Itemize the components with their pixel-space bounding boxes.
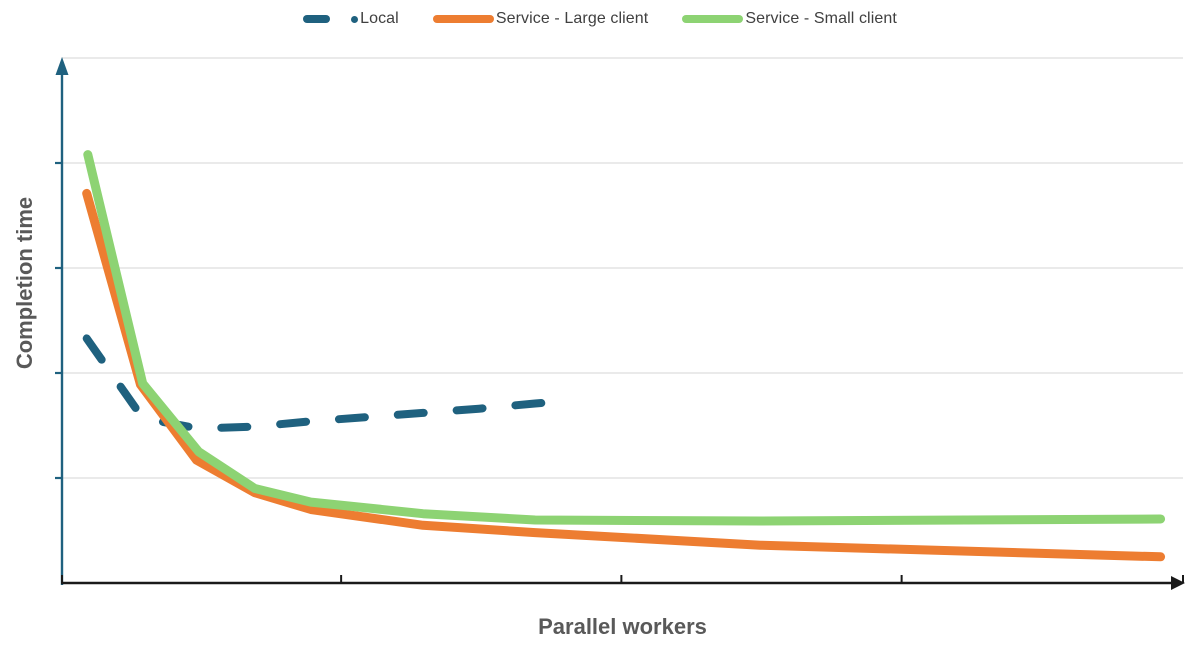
series-line-service-large-client bbox=[82, 188, 1166, 562]
legend-label-service-small-client: Service - Small client bbox=[745, 10, 897, 27]
local-dot-marker-icon bbox=[351, 15, 359, 23]
x-axis-arrow-icon bbox=[1171, 576, 1185, 590]
legend-label-local: Local bbox=[360, 10, 399, 27]
series-line-service-small-client bbox=[83, 150, 1166, 526]
y-axis-arrow-icon bbox=[55, 57, 69, 75]
legend: Local Service - Large client Service - S… bbox=[0, 4, 1200, 34]
legend-label-service-large-client: Service - Large client bbox=[495, 10, 649, 27]
service-large-client-marker-icon bbox=[432, 15, 494, 23]
local-dash-marker-icon bbox=[303, 15, 331, 23]
legend-item-local[interactable]: Local bbox=[303, 4, 399, 34]
legend-item-service-small-client[interactable]: Service - Small client bbox=[682, 4, 897, 34]
legend-item-service-large-client[interactable]: Service - Large client bbox=[432, 4, 649, 34]
x-axis-title: Parallel workers bbox=[538, 614, 707, 639]
service-small-client-marker-icon bbox=[682, 15, 744, 23]
y-axis-title: Completion time bbox=[12, 196, 37, 370]
